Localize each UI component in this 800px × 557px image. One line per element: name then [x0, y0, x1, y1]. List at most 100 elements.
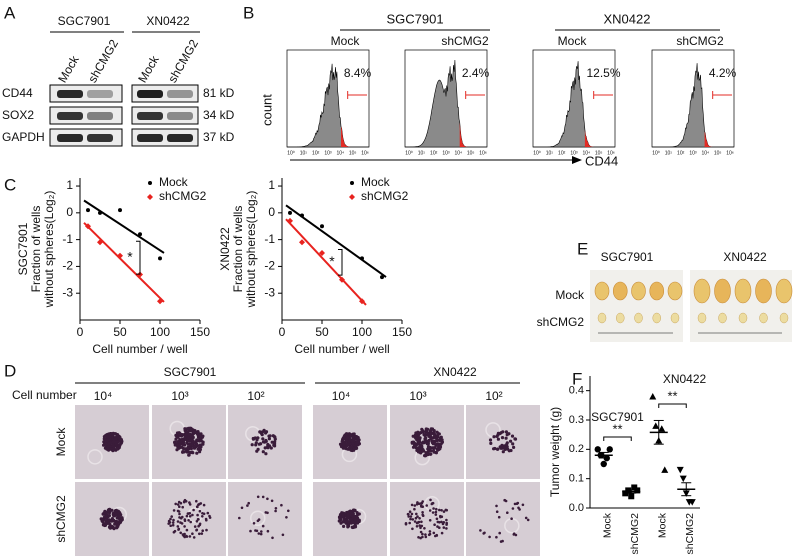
y-tick-label: -3: [264, 285, 275, 299]
colony-cell: [120, 518, 124, 522]
colony-cell: [181, 450, 185, 454]
colony-cell: [344, 447, 349, 451]
colony-cell: [177, 432, 181, 436]
colony-cell: [176, 503, 180, 506]
bubble: [424, 496, 440, 512]
point: [658, 425, 666, 432]
colony-cell: [429, 452, 433, 456]
colony-cell: [506, 511, 509, 514]
colony-cell: [238, 516, 241, 520]
colony-cell: [345, 435, 349, 439]
colony-cell: [495, 504, 498, 508]
colony-cell: [419, 536, 422, 540]
colony-cell: [167, 519, 171, 523]
y-axis-label: without spheres(Log₂): [42, 191, 56, 309]
lane-label: Mock: [55, 52, 82, 85]
colony-cell: [504, 499, 508, 503]
tumor: [631, 281, 646, 301]
tumor: [649, 281, 665, 301]
colony-cell: [341, 515, 345, 519]
colony-cell: [421, 532, 424, 536]
point: [649, 393, 657, 400]
significance: *: [329, 253, 335, 269]
group-label: SGC7901: [386, 11, 443, 26]
colony-cell: [518, 508, 521, 511]
colony-cell: [349, 445, 353, 449]
colony-cell: [266, 511, 269, 515]
colony-cell: [434, 443, 438, 447]
axis-tick-label: 10⁶: [361, 150, 369, 156]
y-axis-label: Fraction of wells: [29, 206, 43, 293]
colony-cell: [182, 533, 185, 536]
colony-cell: [346, 525, 350, 529]
x-tick-label: 0: [77, 325, 84, 339]
colony-cell: [255, 529, 259, 533]
row-label: shCMG2: [54, 495, 68, 543]
y-tick-label: -2: [62, 259, 73, 273]
group-label: SGC7901: [164, 365, 217, 379]
colony-cell: [115, 516, 119, 520]
lane-label: Mock: [135, 52, 162, 85]
colony-cell: [105, 516, 109, 521]
colony-cell: [404, 522, 408, 526]
colony-cell: [183, 525, 186, 528]
colony-cell: [191, 513, 194, 517]
blot-band: [137, 134, 163, 142]
blot-band: [167, 90, 193, 98]
colony-cell: [505, 441, 509, 445]
colony-cell: [410, 441, 414, 445]
colony-cell: [442, 510, 446, 513]
legend-marker: [350, 181, 354, 185]
colony-cell: [445, 521, 449, 525]
colony-cell: [172, 530, 176, 534]
colony-cell: [186, 426, 191, 430]
tumor: [667, 281, 683, 301]
colony-cell: [348, 517, 353, 521]
colony-image: [466, 405, 540, 479]
positive-region: [341, 126, 369, 147]
group-label: XN0422: [604, 11, 651, 26]
colony-cell: [274, 507, 278, 510]
colony-cell: [428, 530, 432, 533]
colony-cell: [347, 432, 352, 436]
size-label: 37 kD: [203, 130, 235, 144]
point: [287, 217, 293, 224]
point: [676, 466, 684, 474]
cell-number: 10⁴: [332, 389, 351, 403]
colony-cell: [110, 517, 114, 521]
positive-region: [584, 129, 615, 147]
panel-letter: B: [243, 3, 254, 22]
point: [606, 446, 613, 453]
colony-cell: [112, 527, 116, 531]
colony-cell: [115, 433, 120, 437]
colony-cell: [178, 505, 181, 509]
colony-cell: [417, 432, 421, 436]
colony-cell: [419, 450, 423, 454]
y-tick-label: 1: [268, 178, 275, 192]
colony-image: [390, 482, 464, 556]
tumor: [594, 281, 610, 301]
axis-tick-label: 10¹: [418, 150, 426, 156]
colony-cell: [409, 517, 412, 521]
colony-cell: [104, 434, 109, 438]
axis-tick-label: 10⁶: [726, 150, 734, 156]
colony-cell: [187, 436, 191, 440]
colony-cell: [428, 532, 432, 536]
colony-cell: [176, 520, 180, 523]
colony-cell: [280, 503, 283, 507]
colony-cell: [198, 522, 202, 526]
colony-cell: [526, 518, 530, 522]
colony-cell: [201, 441, 205, 445]
colony-cell: [512, 533, 516, 536]
colony-cell: [345, 432, 349, 436]
blot-band: [87, 90, 113, 98]
colony-cell: [429, 498, 432, 502]
colony-cell: [253, 436, 257, 440]
colony-cell: [413, 433, 418, 437]
blot-band: [167, 134, 193, 142]
percentage: 4.2%: [709, 66, 737, 80]
colony-cell: [489, 441, 493, 445]
protein-label: SOX2: [2, 108, 34, 122]
colony-cell: [117, 435, 121, 439]
